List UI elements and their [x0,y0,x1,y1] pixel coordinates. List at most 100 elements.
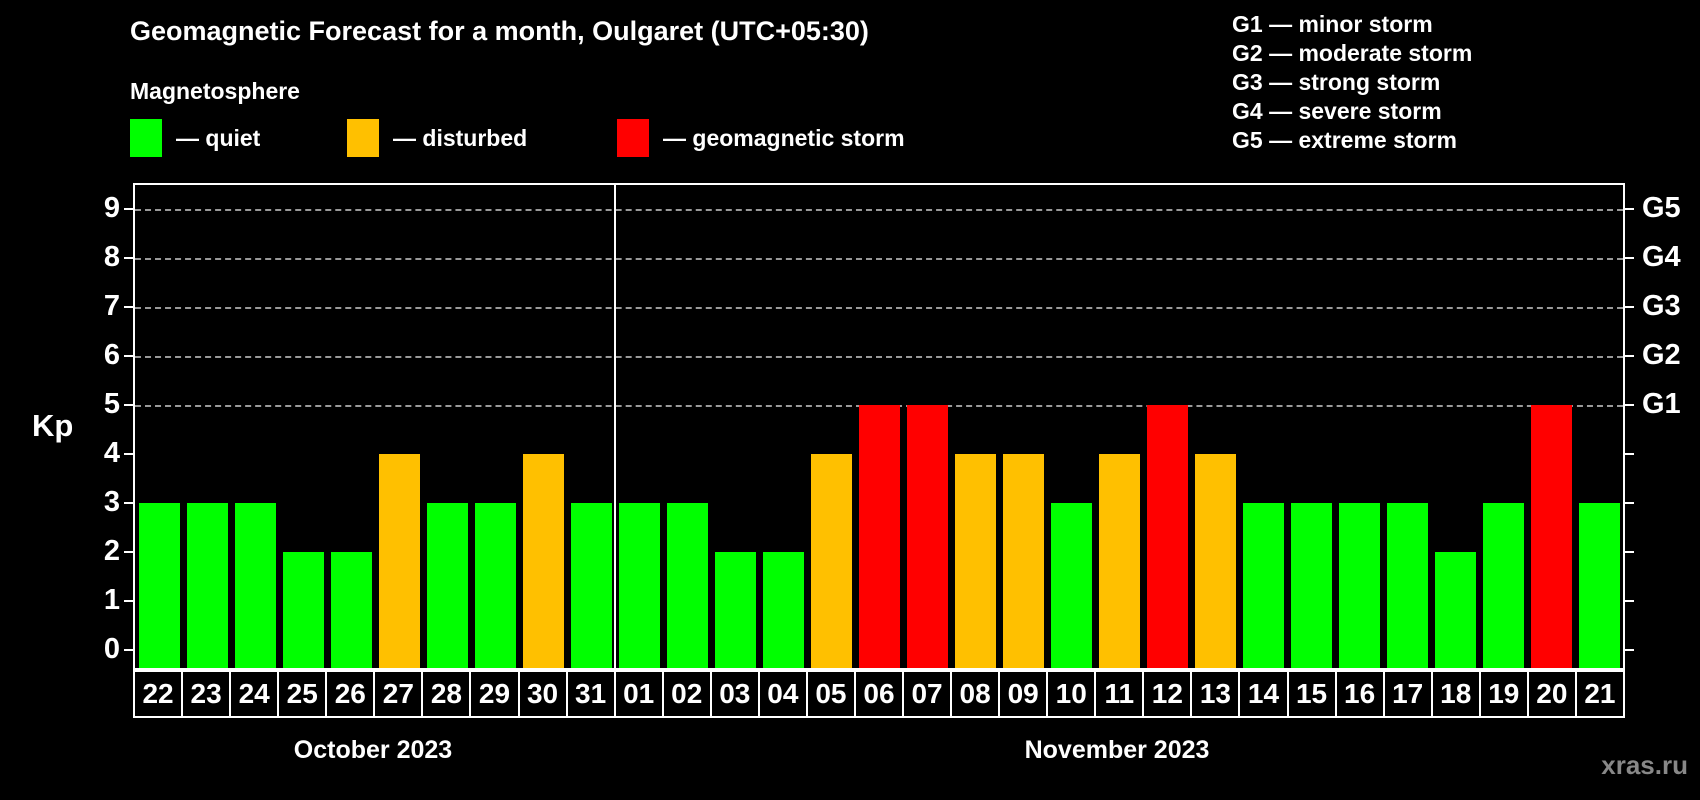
day-label-12: 12 [1142,670,1193,718]
day-label-07: 07 [902,670,953,718]
legend-item-storm: — geomagnetic storm [617,119,905,157]
day-label-08: 08 [950,670,1001,718]
kp-bar-02 [666,503,708,668]
y-tick-label-9: 9 [103,191,120,224]
day-label-09: 09 [998,670,1049,718]
y-tick-label-5: 5 [103,387,120,420]
left-tick-6 [124,355,133,357]
kp-bar-13 [1194,454,1236,668]
kp-bar-09 [1002,454,1044,668]
right-tick-5 [1625,404,1634,406]
right-tick-3 [1625,502,1634,504]
kp-bar-21 [1578,503,1620,668]
day-label-14: 14 [1238,670,1289,718]
y-axis-title: Kp [32,408,74,443]
left-tick-2 [124,551,133,553]
day-label-23: 23 [181,670,232,718]
kp-bar-30 [522,454,564,668]
kp-bar-17 [1386,503,1428,668]
storm-swatch-icon [617,119,649,157]
kp-bar-29 [474,503,516,668]
kp-bar-03 [714,552,756,668]
kp-bar-19 [1482,503,1524,668]
gridline-kp6 [135,356,1623,358]
disturbed-swatch-icon [347,119,379,157]
kp-bar-27 [378,454,420,668]
g-axis-label-g5: G5 [1642,191,1681,224]
gridline-kp7 [135,307,1623,309]
kp-bar-06 [858,405,900,668]
day-label-01: 01 [613,670,664,718]
kp-bar-23 [186,503,228,668]
kp-bar-16 [1338,503,1380,668]
day-label-19: 19 [1478,670,1529,718]
kp-bar-25 [282,552,324,668]
day-label-10: 10 [1046,670,1097,718]
g-axis-label-g1: G1 [1642,387,1681,420]
right-tick-7 [1625,306,1634,308]
left-tick-9 [124,208,133,210]
right-tick-0 [1625,649,1634,651]
day-label-17: 17 [1382,670,1433,718]
kp-bar-18 [1434,552,1476,668]
right-tick-4 [1625,453,1634,455]
left-tick-0 [124,649,133,651]
kp-bar-20 [1530,405,1572,668]
day-label-04: 04 [757,670,808,718]
g-legend-line-1: G1 — minor storm [1232,11,1433,37]
kp-bar-24 [234,503,276,668]
legend-label-storm: — geomagnetic storm [663,124,905,151]
left-tick-7 [124,306,133,308]
y-tick-label-7: 7 [103,289,120,322]
legend-item-quiet: — quiet [130,119,260,157]
month-label-1: November 2023 [1024,736,1210,764]
day-label-03: 03 [709,670,760,718]
month-label-0: October 2023 [293,736,453,764]
magnetosphere-label: Magnetosphere [130,78,300,104]
kp-bar-12 [1146,405,1188,668]
legend-label-disturbed: — disturbed [393,124,528,151]
day-label-16: 16 [1334,670,1385,718]
legend-label-quiet: — quiet [176,124,261,151]
kp-bar-14 [1242,503,1284,668]
kp-bar-10 [1050,503,1092,668]
day-label-05: 05 [805,670,856,718]
left-tick-1 [124,600,133,602]
g-axis-label-g2: G2 [1642,338,1681,371]
day-label-20: 20 [1526,670,1577,718]
kp-bar-05 [810,454,852,668]
right-tick-8 [1625,257,1634,259]
y-tick-label-6: 6 [103,338,120,371]
day-label-28: 28 [421,670,472,718]
y-tick-label-3: 3 [103,485,120,518]
y-tick-label-4: 4 [103,436,120,469]
day-label-13: 13 [1190,670,1241,718]
y-tick-label-2: 2 [103,534,120,567]
kp-bar-15 [1290,503,1332,668]
day-label-15: 15 [1286,670,1337,718]
kp-bar-08 [954,454,996,668]
day-label-21: 21 [1574,670,1625,718]
chart-title: Geomagnetic Forecast for a month, Oulgar… [130,16,869,46]
y-tick-label-1: 1 [103,583,120,616]
right-tick-1 [1625,600,1634,602]
day-label-02: 02 [661,670,712,718]
kp-bar-07 [906,405,948,668]
g-axis-label-g3: G3 [1642,289,1681,322]
left-tick-4 [124,453,133,455]
g-axis-label-g4: G4 [1642,240,1681,273]
watermark: xras.ru [1601,750,1688,780]
gridline-kp9 [135,209,1623,211]
kp-bar-11 [1098,454,1140,668]
day-label-31: 31 [565,670,616,718]
quiet-swatch-icon [130,119,162,157]
left-tick-3 [124,502,133,504]
g-scale-legend: G1 — minor storm G2 — moderate storm G3 — … [1232,10,1472,155]
right-tick-9 [1625,208,1634,210]
g-legend-line-4: G4 — severe storm [1232,98,1442,124]
day-label-26: 26 [325,670,376,718]
day-label-27: 27 [373,670,424,718]
day-label-18: 18 [1430,670,1481,718]
day-label-25: 25 [277,670,328,718]
